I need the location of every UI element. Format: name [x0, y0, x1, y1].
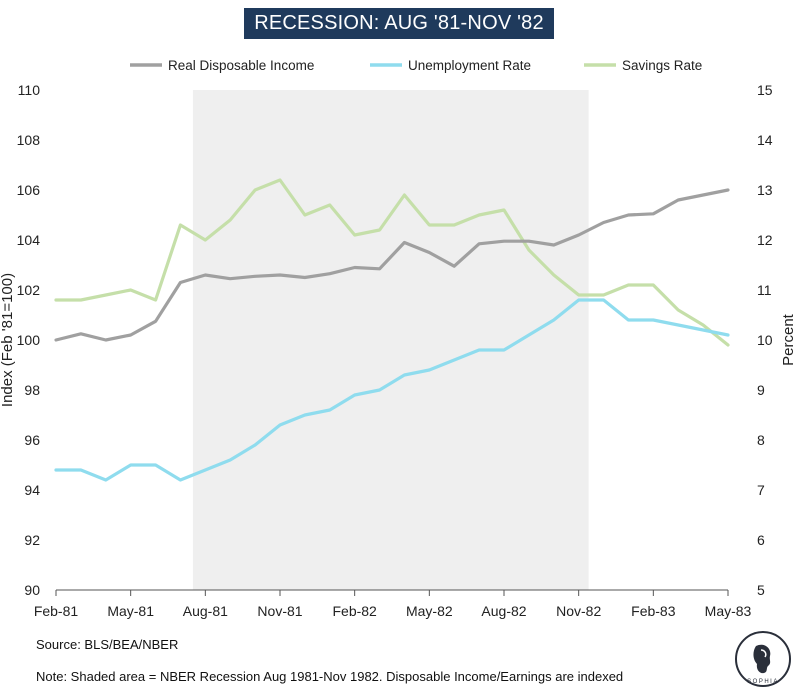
y-left-tick-label: 98: [24, 382, 40, 398]
svg-text:SOPHIA: SOPHIA: [747, 679, 779, 685]
y-right-tick-label: 7: [757, 482, 765, 498]
y-right-tick-label: 8: [757, 432, 765, 448]
y-left-tick-label: 108: [17, 132, 41, 148]
x-tick-label: May-83: [705, 603, 752, 619]
x-tick-label: Feb-83: [631, 603, 676, 619]
y-left-tick-label: 104: [17, 232, 41, 248]
x-tick-label: Nov-81: [257, 603, 302, 619]
recession-shading: [192, 90, 589, 590]
y-right-tick-label: 10: [757, 332, 773, 348]
chart-svg: Real Disposable Income Unemployment Rate S…: [0, 58, 797, 619]
source-note: Source: BLS/BEA/NBER: [36, 637, 179, 652]
y-left-tick-label: 102: [17, 282, 41, 298]
y-left-tick-label: 110: [18, 82, 41, 98]
savings-rate-line: [54, 178, 730, 347]
y-right-tick-label: 5: [757, 582, 765, 598]
x-tick-label: Feb-82: [332, 603, 377, 619]
sophia-logo: SOPHIA: [735, 631, 791, 687]
x-tick-label: Aug-81: [183, 603, 228, 619]
y-right-tick-label: 12: [757, 232, 773, 248]
real-disposable-income-line: [54, 188, 730, 342]
legend-label-real-disposable-income: Real Disposable Income: [168, 58, 314, 73]
x-tick-label: Feb-81: [34, 603, 79, 619]
x-tick-label: May-82: [406, 603, 453, 619]
y-right-tick-label: 11: [757, 282, 772, 298]
y-right-tick-label: 15: [757, 82, 773, 98]
x-tick-label: May-81: [107, 603, 154, 619]
y-left-axis-title: Index (Feb '81=100): [0, 273, 16, 407]
y-left-tick-label: 90: [24, 582, 40, 598]
y-right-tick-label: 9: [757, 382, 765, 398]
unemployment-rate-line: [54, 298, 730, 482]
legend-label-unemployment-rate: Unemployment Rate: [408, 58, 531, 73]
y-left-tick-label: 100: [17, 332, 41, 348]
chart-title: RECESSION: AUG '81-NOV '82: [244, 8, 554, 39]
legend-label-savings-rate: Savings Rate: [622, 58, 702, 73]
y-left-tick-label: 106: [17, 182, 41, 198]
y-right-axis-title: Percent: [780, 313, 797, 366]
x-tick-label: Aug-82: [481, 603, 526, 619]
y-left-tick-label: 92: [24, 532, 40, 548]
x-tick-label: Nov-82: [556, 603, 601, 619]
y-left-tick-label: 94: [24, 482, 40, 498]
y-right-tick-label: 6: [757, 532, 765, 548]
y-right-tick-label: 13: [757, 182, 773, 198]
footnote: Note: Shaded area = NBER Recession Aug 1…: [36, 669, 624, 684]
y-right-tick-label: 14: [757, 132, 773, 148]
y-left-tick-label: 96: [24, 432, 40, 448]
